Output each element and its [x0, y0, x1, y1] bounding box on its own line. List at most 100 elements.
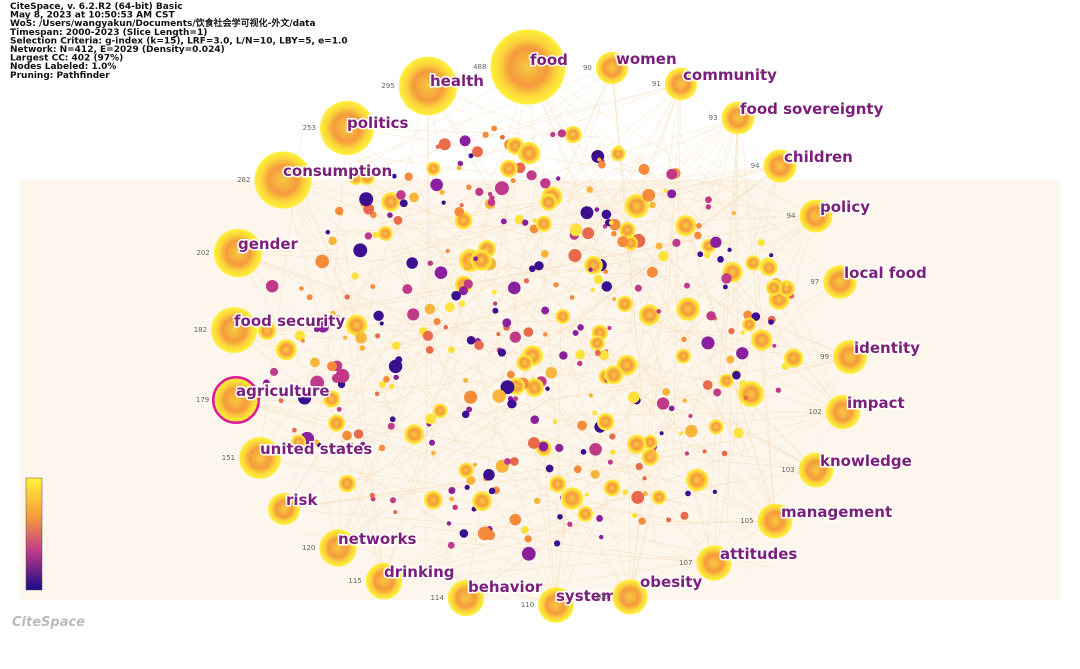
minor-node: [603, 479, 621, 497]
edge: [283, 479, 488, 510]
minor-node: [468, 153, 474, 159]
edge: [346, 127, 407, 290]
minor-node: [598, 349, 609, 360]
minor-node: [359, 345, 366, 351]
edge: [360, 152, 776, 522]
minor-node: [345, 314, 368, 336]
minor-node: [315, 254, 330, 269]
minor-node: [622, 489, 629, 496]
edge: [431, 165, 781, 428]
edge: [425, 85, 429, 544]
minor-node: [675, 348, 691, 364]
minor-node: [688, 413, 693, 419]
minor-node: [482, 131, 489, 138]
minor-node: [509, 331, 521, 343]
minor-node: [393, 216, 403, 225]
minor-node: [523, 278, 530, 284]
edge: [465, 377, 719, 599]
node-count: 253: [303, 124, 316, 132]
minor-node: [370, 496, 376, 502]
minor-node: [638, 517, 646, 525]
minor-node: [330, 310, 336, 317]
node-label: health: [430, 72, 484, 90]
minor-node: [488, 487, 496, 495]
edge: [624, 281, 841, 409]
node-label: local food: [844, 264, 927, 282]
minor-node: [775, 387, 782, 393]
node-label: agriculture: [236, 382, 330, 400]
edge: [629, 321, 694, 598]
minor-node: [751, 312, 761, 321]
minor-node: [598, 161, 606, 169]
edge: [283, 461, 662, 510]
node-count: 102: [808, 408, 821, 416]
logo: CiteSpace: [12, 615, 85, 630]
minor-node: [502, 318, 512, 328]
minor-node: [375, 333, 381, 339]
edge: [429, 165, 781, 433]
edge: [235, 399, 552, 498]
minor-node: [383, 375, 390, 383]
node-count: 103: [781, 466, 794, 474]
minor-node: [651, 489, 667, 505]
minor-node: [492, 389, 506, 403]
minor-node: [617, 236, 629, 248]
minor-node: [702, 449, 707, 454]
minor-node: [328, 236, 337, 246]
minor-node: [658, 250, 669, 262]
minor-node: [310, 375, 325, 390]
minor-node: [492, 307, 499, 314]
edge: [300, 183, 467, 599]
minor-node: [712, 489, 718, 494]
edge: [713, 257, 765, 564]
minor-node: [423, 490, 443, 510]
edge: [259, 316, 476, 459]
minor-node: [577, 360, 583, 367]
minor-node: [458, 462, 474, 478]
minor-node: [615, 144, 622, 151]
minor-node: [736, 347, 749, 360]
node: [612, 579, 648, 615]
minor-node: [342, 430, 352, 441]
minor-node: [675, 215, 697, 237]
minor-node: [772, 343, 777, 348]
minor-node: [608, 220, 614, 226]
node-count: 282: [237, 176, 250, 184]
minor-node: [540, 193, 558, 211]
minor-node: [567, 521, 573, 527]
node-label: food sovereignty: [740, 100, 884, 118]
node-label: consumption: [283, 162, 392, 180]
edge: [337, 409, 508, 549]
minor-node: [317, 320, 330, 333]
header-line: Timespan: 2000-2023 (Slice Length=1): [10, 28, 207, 38]
minor-node: [459, 203, 464, 208]
minor-node: [743, 395, 748, 400]
minor-node: [495, 181, 509, 196]
edge: [259, 376, 665, 459]
node-label: identity: [854, 339, 920, 357]
minor-node: [313, 326, 320, 333]
edge: [283, 185, 492, 510]
minor-node: [473, 256, 478, 262]
minor-node: [327, 361, 338, 372]
minor-node: [760, 259, 778, 277]
edge: [680, 83, 759, 156]
minor-node: [631, 490, 645, 504]
year-legend: [25, 477, 43, 591]
minor-node: [721, 273, 732, 284]
minor-node: [667, 189, 677, 199]
minor-node: [612, 296, 617, 301]
node-count: 105: [740, 517, 753, 525]
minor-node: [589, 442, 602, 456]
minor-node: [322, 390, 341, 408]
minor-node: [257, 321, 277, 340]
edge: [490, 66, 529, 314]
header-line: Pruning: Pathfinder: [10, 71, 110, 81]
minor-node: [325, 229, 331, 235]
edge: [327, 127, 348, 358]
minor-node: [472, 491, 492, 512]
edge: [233, 329, 762, 537]
node: [696, 545, 732, 581]
minor-node: [532, 218, 537, 223]
node: [798, 452, 834, 488]
